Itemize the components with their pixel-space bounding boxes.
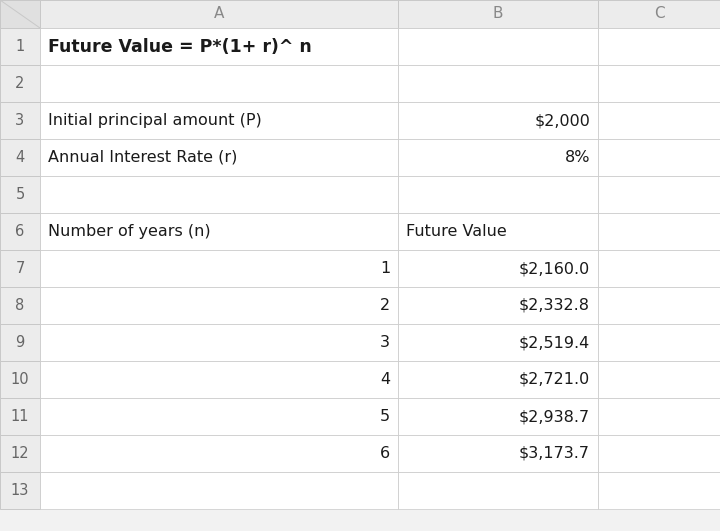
Bar — [398, 472, 598, 509]
Bar — [398, 361, 598, 398]
Bar — [0, 324, 40, 361]
Text: 5: 5 — [380, 409, 390, 424]
Text: 8%: 8% — [564, 150, 590, 165]
Bar — [598, 287, 720, 324]
Bar — [398, 398, 598, 435]
Bar — [598, 176, 720, 213]
Text: $2,519.4: $2,519.4 — [518, 335, 590, 350]
Bar — [598, 472, 720, 509]
Bar — [598, 435, 720, 472]
Text: 2: 2 — [15, 76, 24, 91]
Text: C: C — [654, 6, 665, 21]
Bar — [398, 176, 598, 213]
Bar — [398, 213, 598, 250]
Text: 9: 9 — [15, 335, 24, 350]
Text: 11: 11 — [11, 409, 30, 424]
Bar — [598, 102, 720, 139]
Bar — [0, 287, 40, 324]
Text: 4: 4 — [15, 150, 24, 165]
Text: $2,160.0: $2,160.0 — [518, 261, 590, 276]
Text: 6: 6 — [380, 446, 390, 461]
Bar — [40, 139, 398, 176]
Bar — [40, 65, 398, 102]
Bar — [398, 287, 598, 324]
Text: $3,173.7: $3,173.7 — [519, 446, 590, 461]
Text: 1: 1 — [379, 261, 390, 276]
Bar — [40, 361, 398, 398]
Bar — [0, 435, 40, 472]
Text: $2,938.7: $2,938.7 — [519, 409, 590, 424]
Text: Number of years (n): Number of years (n) — [48, 224, 211, 239]
Text: $2,721.0: $2,721.0 — [518, 372, 590, 387]
Bar — [398, 435, 598, 472]
Bar — [40, 28, 398, 65]
Text: 2: 2 — [380, 298, 390, 313]
Bar — [0, 213, 40, 250]
Bar — [40, 324, 398, 361]
Bar — [598, 28, 720, 65]
Text: 6: 6 — [15, 224, 24, 239]
Bar — [40, 176, 398, 213]
Bar — [598, 250, 720, 287]
Bar — [40, 287, 398, 324]
Text: 3: 3 — [380, 335, 390, 350]
Text: 4: 4 — [380, 372, 390, 387]
Bar — [40, 435, 398, 472]
Bar — [0, 28, 40, 65]
Bar — [398, 250, 598, 287]
Bar — [598, 361, 720, 398]
Text: 3: 3 — [15, 113, 24, 128]
Text: $2,000: $2,000 — [534, 113, 590, 128]
Text: 12: 12 — [11, 446, 30, 461]
Bar — [0, 0, 40, 28]
Bar — [598, 0, 720, 28]
Bar — [40, 398, 398, 435]
Bar — [398, 0, 598, 28]
Text: B: B — [492, 6, 503, 21]
Bar — [40, 213, 398, 250]
Bar — [598, 139, 720, 176]
Bar — [40, 250, 398, 287]
Text: 8: 8 — [15, 298, 24, 313]
Bar — [598, 324, 720, 361]
Bar — [598, 398, 720, 435]
Text: 13: 13 — [11, 483, 30, 498]
Text: 1: 1 — [15, 39, 24, 54]
Bar — [398, 139, 598, 176]
Text: Annual Interest Rate (r): Annual Interest Rate (r) — [48, 150, 238, 165]
Bar — [0, 65, 40, 102]
Bar — [0, 398, 40, 435]
Bar — [40, 0, 398, 28]
Bar — [398, 102, 598, 139]
Text: 7: 7 — [15, 261, 24, 276]
Bar — [598, 65, 720, 102]
Bar — [0, 472, 40, 509]
Bar — [398, 65, 598, 102]
Bar — [40, 102, 398, 139]
Text: Future Value = P*(1+ r)^ n: Future Value = P*(1+ r)^ n — [48, 38, 312, 56]
Bar — [0, 102, 40, 139]
Bar — [0, 139, 40, 176]
Text: Future Value: Future Value — [406, 224, 507, 239]
Bar — [0, 176, 40, 213]
Text: 10: 10 — [11, 372, 30, 387]
Bar — [398, 28, 598, 65]
Bar — [40, 472, 398, 509]
Text: Initial principal amount (P): Initial principal amount (P) — [48, 113, 262, 128]
Bar — [0, 361, 40, 398]
Text: $2,332.8: $2,332.8 — [519, 298, 590, 313]
Bar — [0, 250, 40, 287]
Text: A: A — [214, 6, 224, 21]
Text: 5: 5 — [15, 187, 24, 202]
Bar — [398, 324, 598, 361]
Bar — [598, 213, 720, 250]
